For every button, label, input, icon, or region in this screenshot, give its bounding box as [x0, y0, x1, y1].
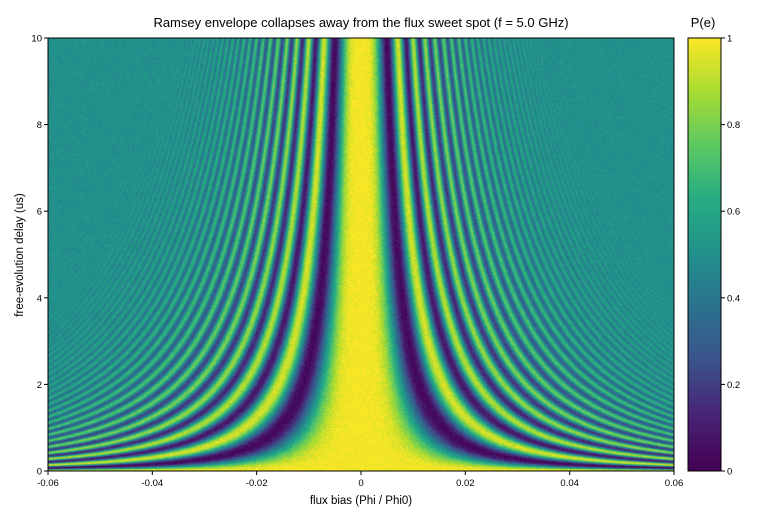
colorbar-tick-label: 0.4: [727, 293, 740, 304]
x-tick-label: 0.04: [560, 478, 579, 489]
y-tick-label: 4: [37, 293, 42, 304]
colorbar-tick-label: 0: [727, 467, 732, 478]
y-tick-label: 6: [37, 207, 42, 218]
x-tick-label: 0: [358, 478, 363, 489]
colorbar-tick-label: 0.8: [727, 120, 740, 131]
x-tick-label: -0.06: [37, 478, 59, 489]
plot-frame: [47, 37, 675, 472]
y-tick-label: 10: [31, 34, 42, 45]
y-tick-label: 8: [37, 120, 42, 131]
chart-title: Ramsey envelope collapses away from the …: [153, 15, 568, 30]
colorbar-gradient: [688, 38, 721, 471]
colorbar-tick-label: 0.6: [727, 207, 740, 218]
y-tick-label: 2: [37, 380, 42, 391]
y-tick-label: 0: [37, 467, 42, 478]
x-tick-label: 0.02: [456, 478, 475, 489]
heatmap-image: [48, 38, 674, 471]
colorbar-label: P(e): [691, 15, 716, 30]
colorbar-tick-label: 0.2: [727, 380, 740, 391]
x-tick-label: 0.06: [665, 478, 684, 489]
x-axis-label: flux bias (Phi / Phi0): [310, 495, 412, 507]
x-tick-label: -0.04: [142, 478, 164, 489]
axes: -0.06 -0.04 -0.02 0 0.02 0.04 0.06 0 2 4 6 8 10 0 0.2 0…: [31, 34, 740, 490]
colorbar-frame: [687, 37, 722, 472]
y-axis-label: free-evolution delay (us): [14, 193, 26, 317]
x-tick-label: -0.02: [246, 478, 268, 489]
colorbar-tick-label: 1: [727, 34, 732, 45]
